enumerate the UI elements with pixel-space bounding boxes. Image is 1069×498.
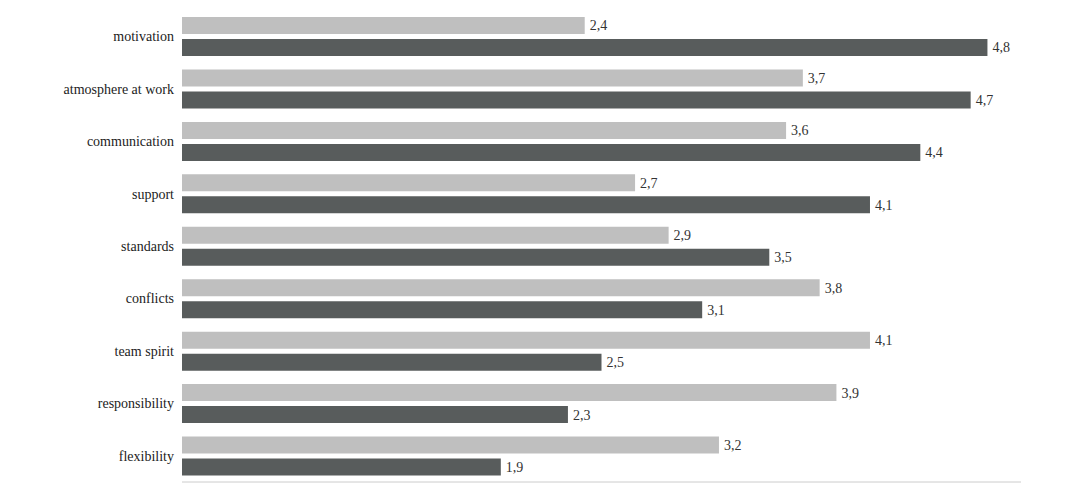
svg-text:responsibility: responsibility — [98, 396, 174, 411]
svg-text:3,6: 3,6 — [791, 123, 809, 138]
svg-text:2,5: 2,5 — [607, 355, 625, 370]
svg-text:flexibility: flexibility — [119, 449, 174, 464]
svg-text:motivation: motivation — [113, 29, 174, 44]
svg-text:atmosphere at work: atmosphere at work — [64, 82, 174, 97]
svg-text:conflicts: conflicts — [126, 291, 174, 306]
svg-text:4,4: 4,4 — [925, 145, 943, 160]
svg-text:support: support — [132, 187, 174, 202]
svg-text:3,1: 3,1 — [707, 303, 725, 318]
svg-text:3,2: 3,2 — [724, 438, 742, 453]
svg-text:3,7: 3,7 — [808, 71, 826, 86]
svg-text:2,9: 2,9 — [674, 228, 692, 243]
svg-text:standards: standards — [121, 239, 174, 254]
svg-text:team spirit: team spirit — [115, 344, 175, 359]
svg-text:4,8: 4,8 — [992, 40, 1010, 55]
svg-text:2,4: 2,4 — [590, 18, 608, 33]
svg-text:3,5: 3,5 — [774, 250, 792, 265]
svg-text:3,8: 3,8 — [825, 281, 843, 296]
svg-text:2,7: 2,7 — [640, 176, 658, 191]
svg-text:4,1: 4,1 — [875, 333, 893, 348]
svg-text:3,9: 3,9 — [841, 386, 859, 401]
svg-text:4,1: 4,1 — [875, 198, 893, 213]
svg-text:4,7: 4,7 — [976, 93, 994, 108]
svg-text:communication: communication — [87, 134, 174, 149]
svg-text:2,3: 2,3 — [573, 408, 591, 423]
svg-text:1,9: 1,9 — [506, 460, 524, 475]
